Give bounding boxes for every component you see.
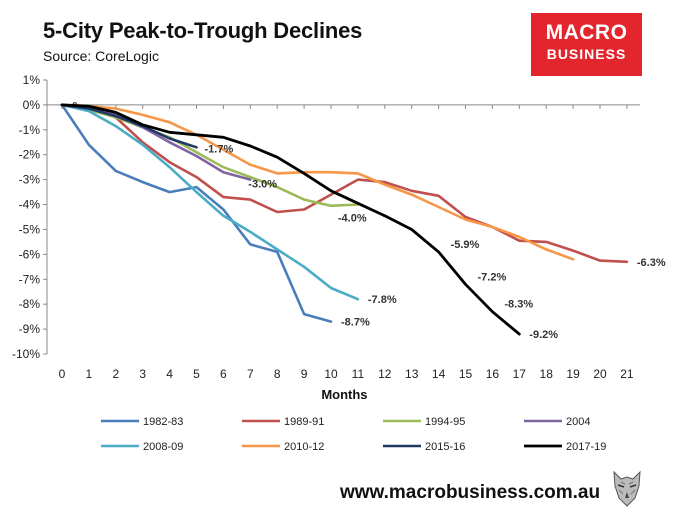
y-tick-label: -6% [19,247,41,261]
end-label-2017-19: -9.2% [529,329,558,341]
x-tick-label: 17 [513,367,527,381]
x-tick-label: 9 [301,367,308,381]
y-tick-label: -5% [19,222,41,236]
x-tick-label: 16 [486,367,500,381]
chart-subtitle: Source: CoreLogic [43,48,159,64]
y-tick-label: -3% [19,173,41,187]
chart-data-labels: -8.7% -6.3% -4.0% -3.0% -7.8% -1.7% -9.2% -5.9%… [205,143,666,341]
logo-line2: BUSINESS [546,46,627,62]
x-tick-label: 0 [59,367,66,381]
footer-url[interactable]: www.macrobusiness.com.au [340,482,601,503]
x-tick-label: 13 [405,367,419,381]
x-tick-label: 18 [540,367,554,381]
series-line-2015-16 [60,103,198,149]
y-tick-label: -7% [19,272,41,286]
x-tick-label: 14 [432,367,446,381]
chart-title: 5-City Peak-to-Trough Declines [43,18,363,43]
y-tick-label: -2% [19,148,41,162]
end-label-2015-16: -1.7% [205,143,234,155]
x-tick-label: 20 [593,367,607,381]
series-line-2008-09 [60,103,360,301]
x-tick-label: 2 [112,367,119,381]
x-tick-label: 5 [193,367,200,381]
end-label-1982-83: -8.7% [341,317,370,329]
chart-series-lines [60,103,629,336]
wolf-mascot-icon [613,470,641,507]
legend-label-2010-12: 2010-12 [284,441,324,453]
y-tick-label: -9% [19,322,41,336]
series-line-2010-12 [60,103,575,261]
y-tick-label: -10% [12,347,40,361]
macrobusiness-logo: MACRO BUSINESS [531,13,642,76]
legend-label-1982-83: 1982-83 [143,416,183,428]
end-label-2008-09: -7.8% [368,294,397,306]
x-tick-label: 12 [378,367,392,381]
end-label-2004: -3.0% [248,179,277,191]
legend-label-2015-16: 2015-16 [425,441,465,453]
x-axis-label: Months [321,387,367,402]
x-tick-label: 1 [86,367,93,381]
y-tick-label: 0% [23,98,41,112]
x-tick-label: 8 [274,367,281,381]
x-tick-label: 6 [220,367,227,381]
y-tick-label: -4% [19,198,41,212]
legend-label-1994-95: 1994-95 [425,416,465,428]
end-label-1989-91: -6.3% [637,257,666,269]
data-label-2017-19-15: -7.2% [478,271,507,283]
x-tick-label: 19 [566,367,580,381]
y-tick-label: -8% [19,297,41,311]
chart-legend: 1982-83 1989-91 1994-95 2004 2008-09 2010-12 2… [101,416,606,453]
series-line-2017-19 [60,103,521,336]
x-tick-label: 11 [352,367,365,381]
legend-label-2008-09: 2008-09 [143,441,183,453]
x-tick-label: 21 [620,367,634,381]
chart-axes: 1%0%-1%-2%-3%-4%-5%-6%-7%-8%-9%-10%0 1 2 3 4… [12,73,640,402]
series-line-2004 [60,103,252,181]
legend-label-2004: 2004 [566,416,590,428]
legend-label-2017-19: 2017-19 [566,441,606,453]
x-tick-label: 4 [166,367,173,381]
y-tick-label: 1% [23,73,41,87]
y-tick-label: -1% [19,123,41,137]
x-tick-label: 15 [459,367,473,381]
series-line-1982-83 [60,103,333,323]
data-label-2017-19-16: -8.3% [504,299,533,311]
end-label-1994-95: -4.0% [338,213,367,225]
data-label-2017-19-14: -5.9% [451,239,480,251]
x-tick-label: 3 [139,367,146,381]
logo-line1: MACRO [545,21,628,44]
x-tick-label: 7 [247,367,254,381]
legend-label-1989-91: 1989-91 [284,416,324,428]
x-tick-label: 10 [324,367,338,381]
series-line-1989-91 [60,103,629,264]
